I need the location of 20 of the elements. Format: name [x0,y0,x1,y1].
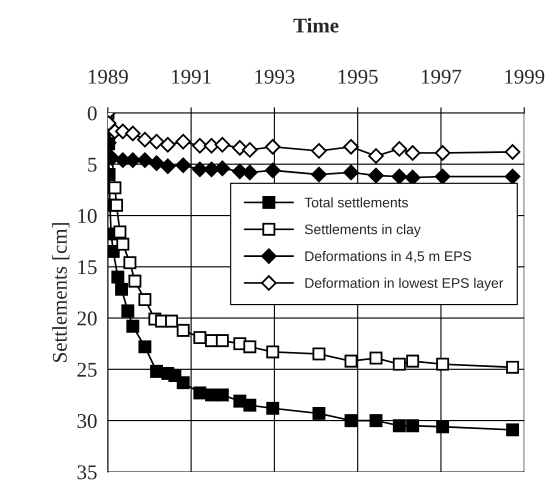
x-tick-label: 1995 [338,70,378,84]
y-tick-label: 10 [78,208,97,223]
legend-label: Settlements in clay [304,224,421,238]
y-axis-title: Settlements [cm] [52,223,70,362]
x-tick-label: 1991 [172,70,211,84]
x-tick-label: 1997 [422,70,462,84]
x-tick-label: 1999 [505,70,544,84]
y-tick-label: 0 [88,106,97,120]
y-tick-label: 5 [88,158,97,172]
chart-title: Time [293,18,338,33]
x-tick-label: 1989 [88,70,128,84]
y-tick-label: 35 [78,465,97,480]
y-tick-label: 20 [78,311,97,326]
x-tick-label: 1993 [255,70,294,84]
legend-label: Deformation in lowest EPS layer [305,278,504,291]
legend-label: Total settlements [304,197,408,208]
y-tick-label: 30 [78,414,97,428]
legend-label: Deformations in 4,5 m EPS [305,250,472,263]
y-tick-label: 15 [78,260,97,274]
y-tick-label: 25 [78,362,97,377]
